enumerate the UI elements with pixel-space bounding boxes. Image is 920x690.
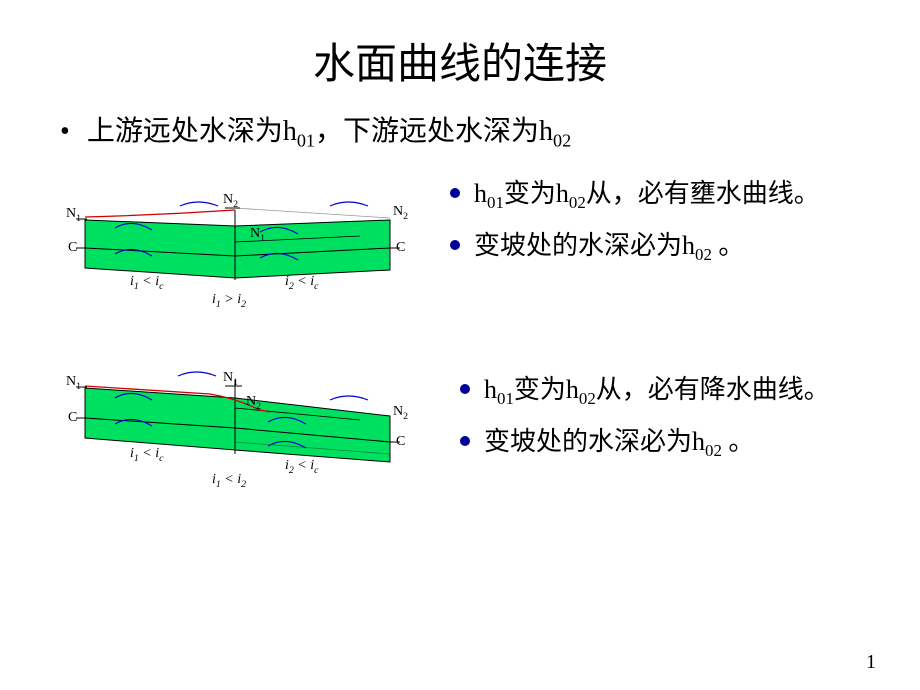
d2-c-right: C (396, 434, 405, 450)
diagram-1: N1 C N2 N1 N2 C i1 < ic i2 < ic i1 > i2 (60, 170, 420, 320)
d1-n2-right: N2 (393, 204, 408, 222)
d1-n1-left: N1 (66, 206, 81, 224)
row1-text: h01变为h02从，必有壅水曲线。 变坡处的水深必为h02 。 (420, 170, 860, 279)
bullet-icon (460, 436, 470, 446)
d1-i2: i2 < ic (285, 274, 319, 292)
page-number: 1 (866, 651, 876, 674)
d2-n1-mid: N1 (223, 370, 238, 388)
diagram-1-col: N1 C N2 N1 N2 C i1 < ic i2 < ic i1 > i2 (60, 170, 420, 320)
subtitle-pre: 上游远处水深为 (87, 116, 283, 147)
subtitle: • 上游远处水深为h01，下游远处水深为h02 (60, 109, 860, 152)
d2-rel: i1 < i2 (212, 472, 246, 490)
d1-n2-mid: N2 (223, 192, 238, 210)
h01: h01 (283, 116, 315, 147)
slide: 水面曲线的连接 • 上游远处水深为h01，下游远处水深为h02 (0, 0, 920, 690)
h02: h02 (539, 116, 571, 147)
row1-bullet1: h01变为h02从，必有壅水曲线。 (450, 174, 860, 216)
d1-c-right: C (396, 240, 405, 256)
row1-bullet2: 变坡处的水深必为h02 。 (450, 226, 860, 268)
diagram-2: N1 C N1 N2 N2 C i1 < ic i2 < ic i1 < i2 (60, 350, 420, 500)
d2-i1: i1 < ic (130, 446, 164, 464)
d2-i2: i2 < ic (285, 458, 319, 476)
d1-i1: i1 < ic (130, 274, 164, 292)
row-2: N1 C N1 N2 N2 C i1 < ic i2 < ic i1 < i2 … (60, 350, 860, 500)
bullet-icon (450, 240, 460, 250)
diagram-2-col: N1 C N1 N2 N2 C i1 < ic i2 < ic i1 < i2 (60, 350, 420, 500)
d1-rel: i1 > i2 (212, 292, 246, 310)
row-1: N1 C N2 N1 N2 C i1 < ic i2 < ic i1 > i2 … (60, 170, 860, 320)
subtitle-mid: ，下游远处水深为 (315, 116, 539, 147)
d1-c-left: C (68, 240, 77, 256)
row2-bullet2: 变坡处的水深必为h02 。 (460, 422, 860, 464)
d2-c-left: C (68, 410, 77, 426)
d2-n2-inner: N2 (246, 394, 261, 412)
bullet-icon (450, 188, 460, 198)
slide-title: 水面曲线的连接 (60, 30, 860, 91)
bullet-icon (460, 384, 470, 394)
row2-bullet1: h01变为h02从，必有降水曲线。 (460, 370, 860, 412)
d1-n1-inner: N1 (250, 226, 265, 244)
d2-n2-right: N2 (393, 404, 408, 422)
bullet-dot-icon: • (60, 116, 70, 148)
d2-n1-left: N1 (66, 374, 81, 392)
row2-text: h01变为h02从，必有降水曲线。 变坡处的水深必为h02 。 (420, 350, 860, 475)
